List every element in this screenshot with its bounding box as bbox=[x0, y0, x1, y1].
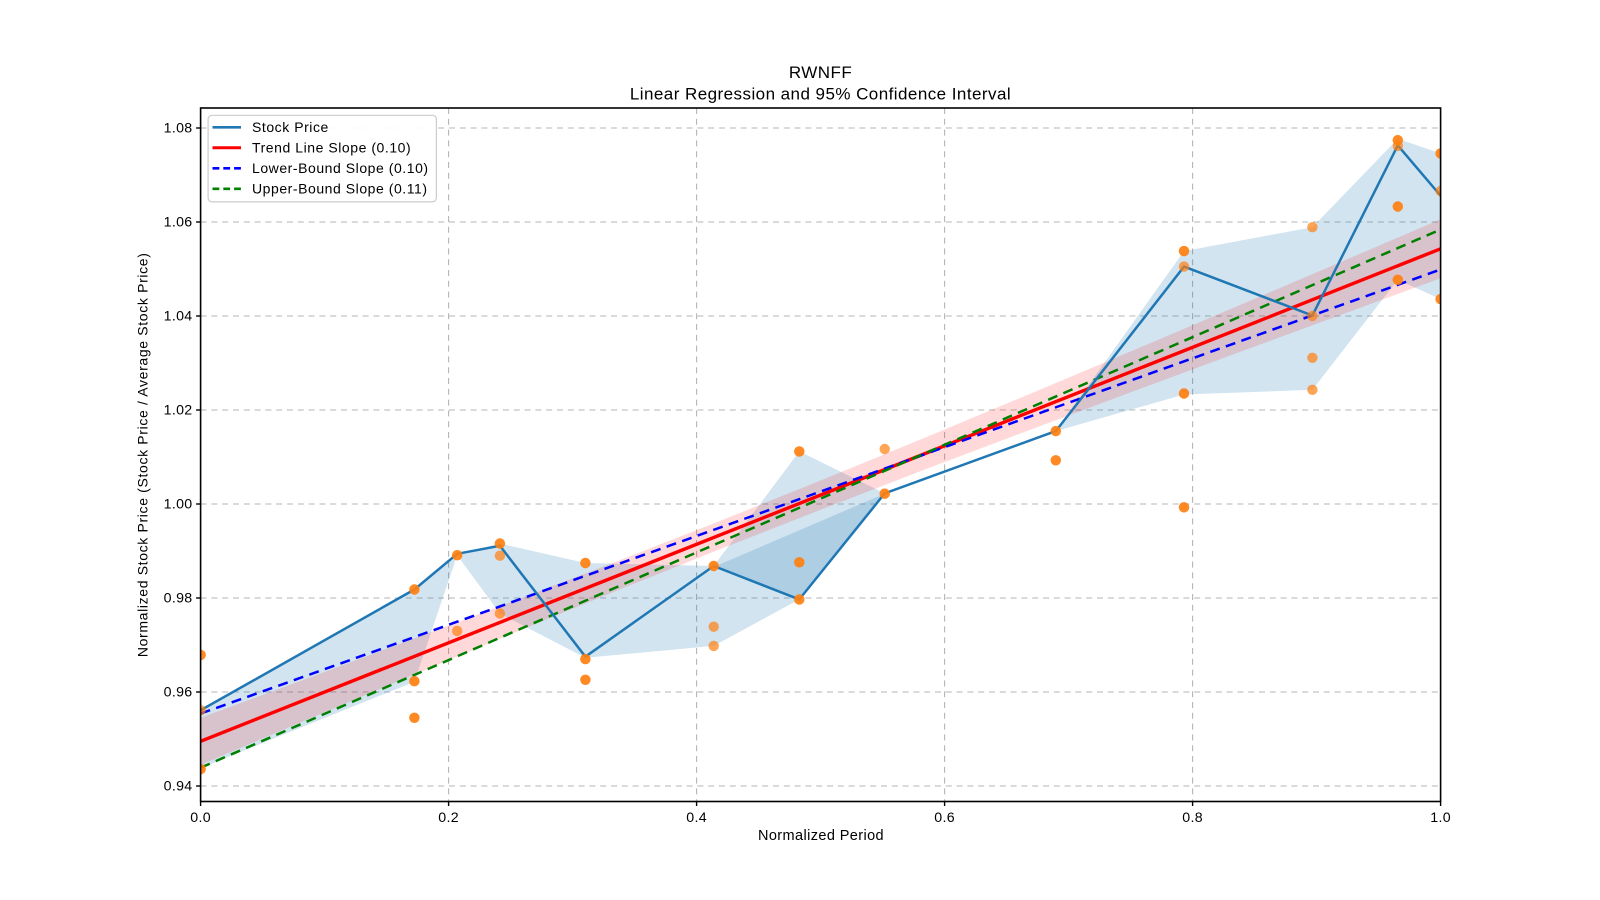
svg-text:1.00: 1.00 bbox=[164, 497, 193, 513]
svg-text:Stock Price: Stock Price bbox=[252, 119, 329, 135]
svg-text:1.0: 1.0 bbox=[1430, 810, 1451, 826]
svg-text:0.2: 0.2 bbox=[438, 810, 459, 826]
svg-text:0.6: 0.6 bbox=[934, 810, 955, 826]
svg-text:Trend Line Slope (0.10): Trend Line Slope (0.10) bbox=[252, 139, 411, 155]
svg-text:Normalized Stock Price (Stock: Normalized Stock Price (Stock Price / Av… bbox=[135, 252, 151, 657]
svg-text:0.96: 0.96 bbox=[164, 685, 193, 701]
svg-text:Linear Regression and 95% Conf: Linear Regression and 95% Confidence Int… bbox=[630, 85, 1011, 104]
svg-text:Upper-Bound Slope (0.11): Upper-Bound Slope (0.11) bbox=[252, 180, 428, 196]
svg-text:1.02: 1.02 bbox=[164, 403, 193, 419]
svg-text:1.08: 1.08 bbox=[164, 121, 193, 137]
svg-text:RWNFF: RWNFF bbox=[789, 63, 852, 82]
svg-text:Lower-Bound Slope (0.10): Lower-Bound Slope (0.10) bbox=[252, 160, 429, 176]
svg-text:Normalized Period: Normalized Period bbox=[758, 828, 884, 844]
svg-text:0.4: 0.4 bbox=[686, 810, 707, 826]
svg-text:0.0: 0.0 bbox=[190, 810, 211, 826]
svg-text:1.04: 1.04 bbox=[164, 309, 193, 325]
svg-text:0.94: 0.94 bbox=[164, 779, 193, 795]
svg-text:1.06: 1.06 bbox=[164, 215, 193, 231]
svg-text:0.98: 0.98 bbox=[164, 591, 193, 607]
svg-text:0.8: 0.8 bbox=[1182, 810, 1203, 826]
